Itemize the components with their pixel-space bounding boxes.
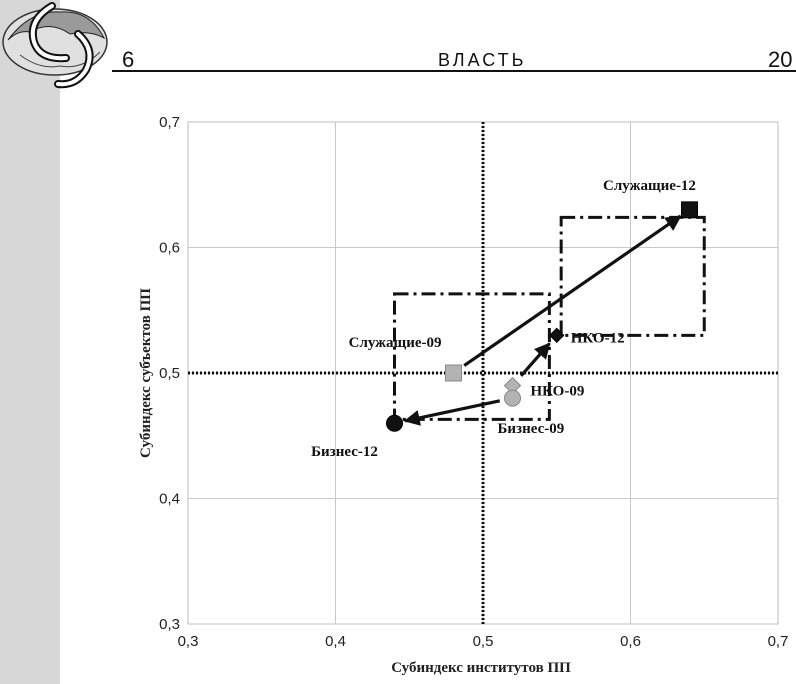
- page-margin-strip: [0, 0, 60, 684]
- x-tick-label: 0,6: [620, 633, 641, 650]
- marker-бизнес-12: [386, 414, 403, 432]
- running-head: ВЛАСТЬ: [438, 50, 527, 70]
- y-tick-label: 0,5: [159, 365, 180, 382]
- x-tick-label: 0,7: [768, 633, 789, 650]
- y-tick-label: 0,6: [159, 240, 180, 257]
- dash-dot-box: [393, 292, 551, 421]
- marker-нко-12: [549, 327, 565, 344]
- marker-бизнес-09: [504, 389, 521, 407]
- x-tick-label: 0,3: [178, 633, 199, 650]
- y-axis-title: Субиндекс субъектов ПП: [138, 288, 154, 458]
- trajectory-arrow: [463, 214, 682, 367]
- trajectory-arrow: [519, 342, 551, 377]
- y-tick-label: 0,7: [159, 114, 180, 131]
- x-tick-label: 0,4: [325, 633, 346, 650]
- point-label: НКО-09: [531, 384, 585, 400]
- trajectory-arrow: [403, 399, 501, 426]
- point-label: Бизнес-12: [311, 444, 378, 460]
- page-number-right: 20: [768, 47, 793, 72]
- marker-служащие-09: [445, 364, 462, 382]
- x-axis-title: Субиндекс институтов ПП: [391, 660, 571, 676]
- y-tick-label: 0,4: [159, 491, 180, 508]
- header-rule: [112, 70, 796, 72]
- point-label: Служащие-12: [603, 178, 696, 194]
- point-label: Бизнес-09: [498, 421, 565, 437]
- marker-служащие-12: [681, 201, 698, 219]
- x-tick-label: 0,5: [473, 633, 494, 650]
- globe-emblem-icon: [2, 2, 108, 89]
- point-label: НКО-12: [571, 330, 625, 346]
- page-number-left: 6: [122, 47, 135, 72]
- y-tick-label: 0,3: [159, 616, 180, 633]
- dash-dot-box: [559, 215, 706, 337]
- point-label: Служащие-09: [349, 335, 442, 351]
